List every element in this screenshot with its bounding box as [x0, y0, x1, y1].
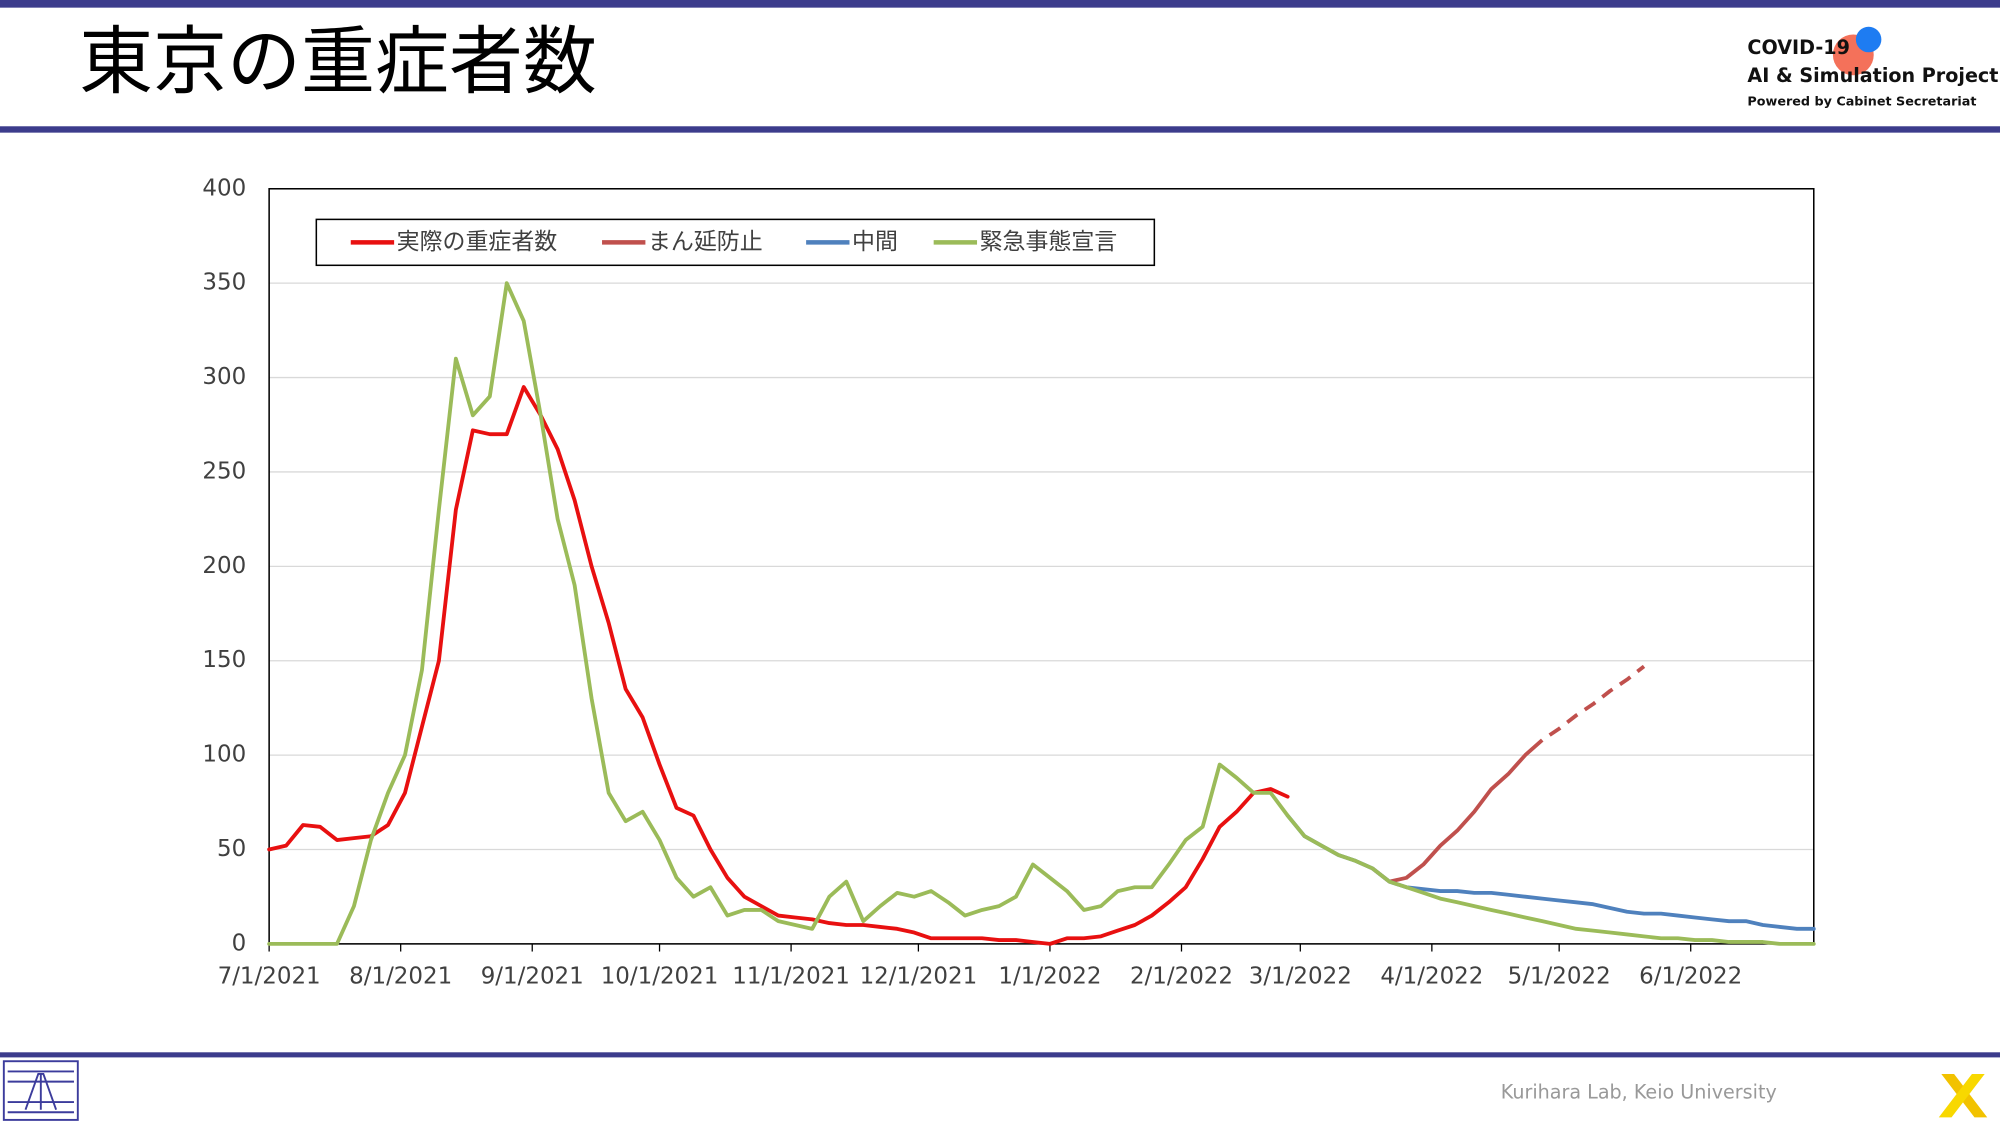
footer-icon: [1938, 1073, 1988, 1118]
series-line: [267, 385, 1290, 946]
x-tick-label: 9/1/2021: [481, 964, 584, 990]
x-tick-label: 11/1/2021: [732, 964, 850, 990]
series-line: [1285, 813, 1816, 931]
footer-logo: [2, 1060, 79, 1121]
y-tick-label: 150: [202, 647, 246, 673]
slide-title: 東京の重症者数: [79, 19, 597, 105]
x-tick-label: 7/1/2021: [218, 964, 321, 990]
logo-text: AI & Simulation Project: [1747, 64, 1998, 87]
y-tick-label: 50: [217, 836, 246, 862]
series-line: [267, 281, 1816, 946]
logo-text: COVID-19: [1747, 36, 1849, 59]
x-tick-label: 2/1/2022: [1130, 964, 1233, 990]
legend-label: まん延防止: [648, 229, 763, 255]
y-tick-label: 100: [202, 742, 246, 768]
x-tick-label: 8/1/2021: [349, 964, 452, 990]
x-tick-label: 12/1/2021: [860, 964, 978, 990]
top-bar: [0, 0, 2000, 8]
y-tick-label: 0: [232, 930, 247, 956]
footer-rule: [0, 1052, 2000, 1058]
series-line: [1371, 664, 1646, 884]
logo-dot: [1855, 26, 1882, 53]
legend-label: 実際の重症者数: [397, 229, 558, 255]
footer-credit: Kurihara Lab, Keio University: [1501, 1081, 1777, 1104]
logo-text: Powered by Cabinet Secretariat: [1747, 95, 1976, 110]
y-tick-label: 250: [202, 458, 246, 484]
y-tick-label: 350: [202, 270, 246, 296]
legend-label: 中間: [852, 229, 898, 255]
x-tick-label: 5/1/2022: [1508, 964, 1611, 990]
y-tick-label: 300: [202, 364, 246, 390]
legend-label: 緊急事態宣言: [980, 229, 1118, 255]
y-tick-label: 200: [202, 553, 246, 579]
x-tick-label: 4/1/2022: [1380, 964, 1483, 990]
x-tick-label: 1/1/2022: [998, 964, 1101, 990]
y-tick-label: 400: [202, 175, 246, 201]
legend-box: [315, 218, 1156, 267]
x-tick-label: 6/1/2022: [1639, 964, 1742, 990]
x-tick-label: 10/1/2021: [601, 964, 719, 990]
plot: 0 50 100 150 200 250 300 350 400 7/1/2021 8/1/2021…: [202, 175, 1816, 990]
header-rule: [0, 126, 2000, 133]
x-tick-label: 3/1/2022: [1249, 964, 1352, 990]
